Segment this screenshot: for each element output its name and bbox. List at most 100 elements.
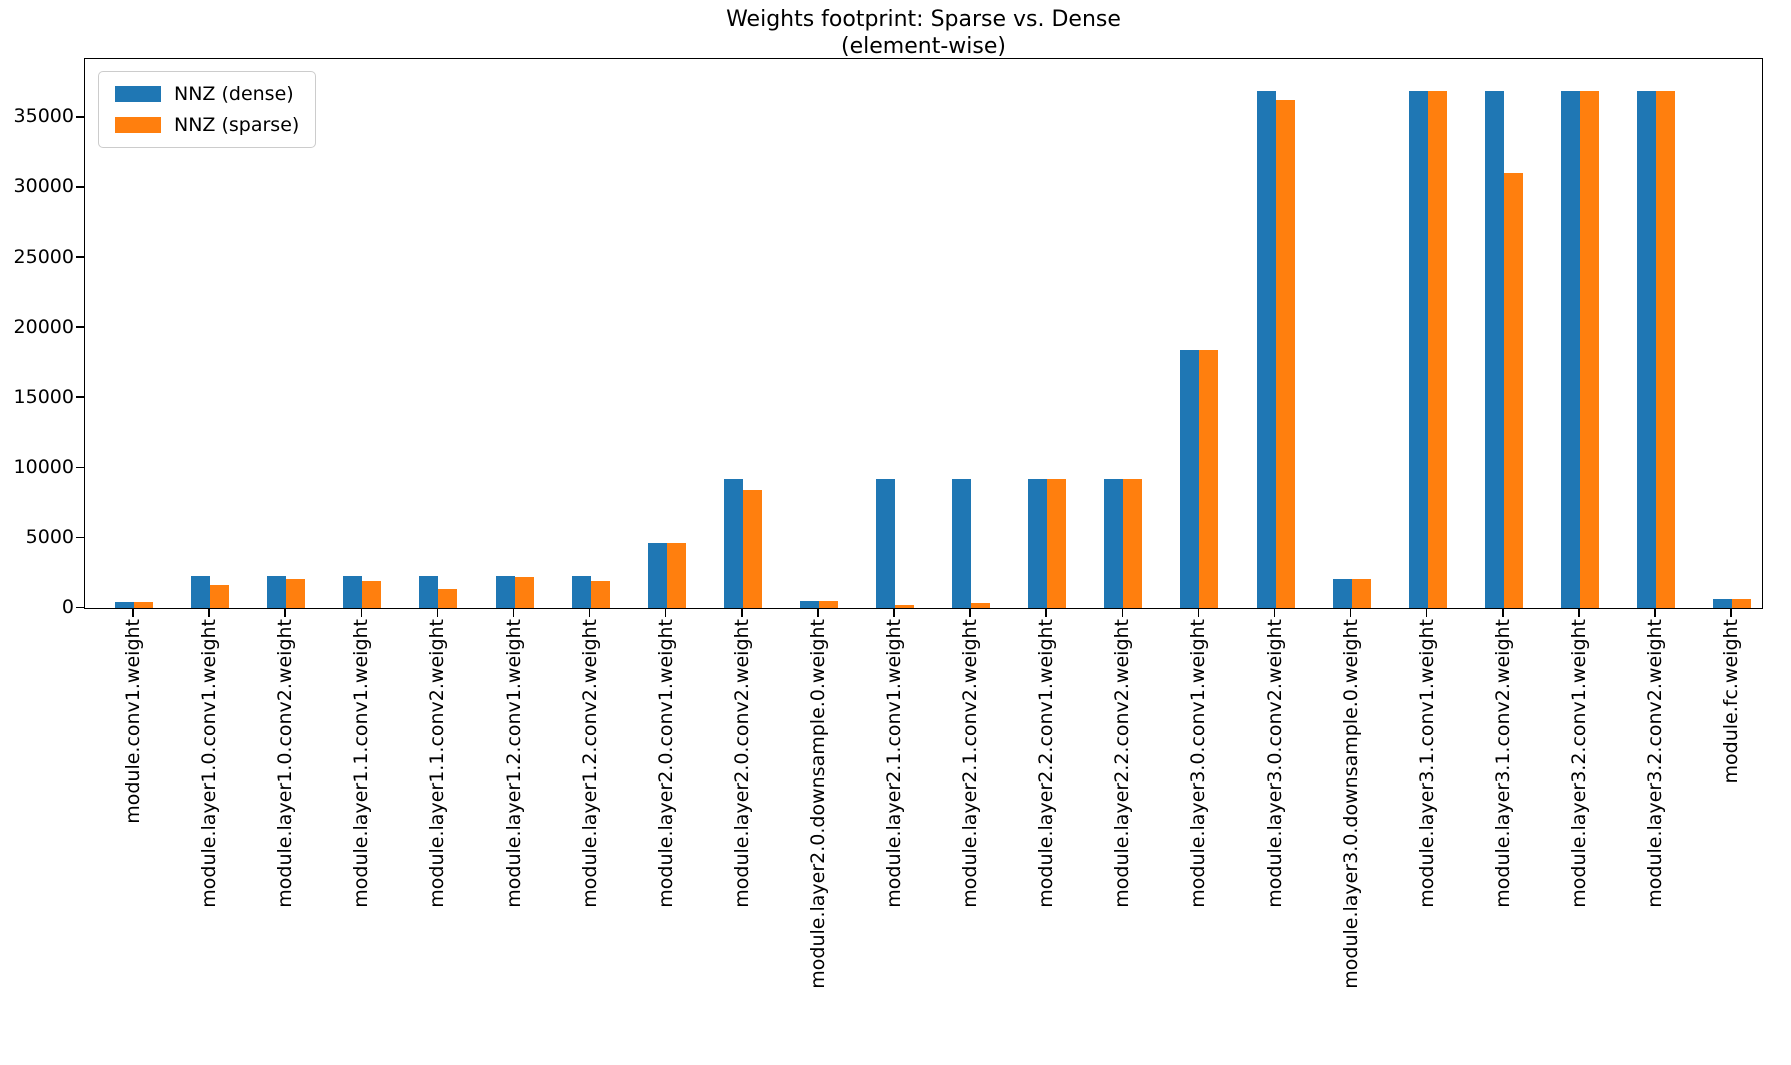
x-tick-label: module.layer2.1.conv1.weight: [883, 619, 905, 908]
bar-dense: [1028, 478, 1048, 608]
x-tick-label: module.layer2.2.conv2.weight: [1111, 619, 1134, 908]
x-tick-label: module.conv1.weight: [122, 619, 144, 824]
x-tick-mark: [1730, 609, 1732, 617]
x-tick-label: module.layer1.1.conv2.weight: [426, 619, 449, 908]
x-tick-label: module.layer2.0.conv2.weight: [730, 619, 753, 908]
x-tick-mark: [1197, 609, 1200, 617]
x-tick-mark: [360, 609, 363, 617]
bar-sparse: [514, 577, 534, 608]
bar-dense: [647, 543, 667, 608]
y-tick-label: 35000: [13, 105, 74, 128]
x-tick-label: module.layer2.1.conv2.weight: [959, 619, 982, 908]
legend-swatch-dense-icon: [115, 86, 161, 102]
x-tick-mark: [664, 609, 667, 617]
x-tick-mark: [1121, 609, 1124, 617]
legend-swatch-sparse-icon: [115, 117, 161, 133]
bar-dense: [952, 478, 972, 608]
x-tick-mark: [1654, 609, 1656, 617]
bar-dense: [1560, 91, 1580, 608]
x-tick-mark: [1349, 609, 1352, 617]
chart-subtitle: (element-wise): [841, 34, 1006, 59]
y-tick-mark: [76, 396, 84, 398]
x-tick-label: module.layer3.2.conv1.weight: [1567, 619, 1590, 908]
legend-item-dense: NNZ (dense): [115, 83, 299, 105]
x-tick-label: module.layer2.0.conv1.weight: [654, 619, 677, 908]
bar-sparse: [818, 600, 838, 608]
x-tick-mark: [1045, 609, 1047, 617]
bar-dense: [723, 478, 743, 608]
y-tick-mark: [76, 256, 84, 258]
x-tick-label: module.fc.weight: [1720, 619, 1743, 784]
y-tick-label: 20000: [13, 315, 74, 338]
bars-layer: [85, 59, 1762, 608]
y-tick-mark: [76, 116, 84, 118]
x-tick-mark: [969, 609, 971, 617]
plot-area: NNZ (dense) NNZ (sparse): [84, 58, 1763, 609]
bar-dense: [1104, 478, 1124, 608]
x-tick-mark: [208, 609, 210, 617]
x-tick-label: module.layer1.2.conv1.weight: [502, 619, 525, 908]
x-tick-label: module.layer3.1.conv1.weight: [1415, 619, 1438, 908]
bar-dense: [267, 575, 287, 608]
bar-dense: [115, 601, 134, 608]
x-tick-mark: [1425, 609, 1428, 617]
y-tick-mark: [76, 326, 84, 328]
x-tick-mark: [132, 609, 134, 617]
bar-sparse: [1732, 599, 1752, 608]
y-tick-mark: [76, 466, 84, 469]
legend-item-sparse: NNZ (sparse): [115, 114, 299, 136]
bar-dense: [1180, 349, 1200, 608]
x-tick-label: module.layer3.0.downsample.0.weight: [1339, 619, 1362, 989]
x-tick-label: module.layer1.1.conv1.weight: [350, 619, 373, 908]
x-tick-label: module.layer1.0.conv2.weight: [274, 619, 297, 908]
bar-sparse: [1656, 91, 1675, 608]
bar-dense: [343, 575, 363, 608]
x-tick-label: module.layer1.2.conv2.weight: [578, 619, 601, 908]
legend-label-sparse: NNZ (sparse): [174, 114, 300, 136]
bar-dense: [876, 478, 895, 608]
bar-sparse: [134, 601, 153, 608]
chart-title: Weights footprint: Sparse vs. Dense: [726, 7, 1121, 32]
y-tick-mark: [76, 186, 84, 188]
bar-sparse: [362, 580, 382, 608]
bar-dense: [1256, 91, 1276, 608]
x-tick-mark: [1502, 609, 1504, 617]
bar-dense: [571, 575, 591, 608]
legend-label-dense: NNZ (dense): [174, 83, 294, 105]
bar-sparse: [1427, 91, 1447, 608]
y-tick-label: 25000: [13, 245, 74, 268]
bar-dense: [1408, 91, 1428, 608]
bar-sparse: [210, 585, 230, 608]
bar-sparse: [1275, 99, 1295, 608]
y-tick-label: 30000: [13, 175, 74, 198]
y-tick-mark: [76, 606, 84, 609]
x-tick-mark: [1273, 609, 1276, 617]
title-block: Weights footprint: Sparse vs. Dense (ele…: [84, 6, 1763, 60]
bar-dense: [495, 575, 515, 608]
bar-sparse: [1123, 478, 1143, 608]
bar-dense: [1332, 579, 1352, 608]
x-tick-mark: [436, 609, 439, 617]
x-tick-mark: [588, 609, 591, 617]
x-tick-label: module.layer2.2.conv1.weight: [1035, 619, 1058, 908]
x-tick-label: module.layer3.2.conv2.weight: [1644, 619, 1666, 908]
legend: NNZ (dense) NNZ (sparse): [98, 71, 317, 148]
bar-dense: [1637, 91, 1656, 608]
x-tick-label: module.layer3.1.conv2.weight: [1491, 619, 1514, 908]
x-tick-mark: [817, 609, 819, 617]
bar-sparse: [742, 490, 762, 608]
x-tick-mark: [512, 609, 515, 617]
bar-sparse: [1579, 91, 1599, 608]
x-tick-label: module.layer2.0.downsample.0.weight: [806, 619, 829, 989]
y-tick-label: 15000: [13, 385, 74, 408]
x-tick-mark: [1578, 609, 1580, 617]
y-tick-label: 10000: [13, 455, 74, 478]
bar-sparse: [1503, 172, 1523, 608]
bar-sparse: [666, 543, 686, 608]
bar-sparse: [971, 603, 991, 608]
y-tick-mark: [76, 536, 84, 539]
bar-dense: [1713, 599, 1733, 608]
x-tick-mark: [893, 609, 895, 617]
y-tick-label: 5000: [25, 525, 74, 548]
